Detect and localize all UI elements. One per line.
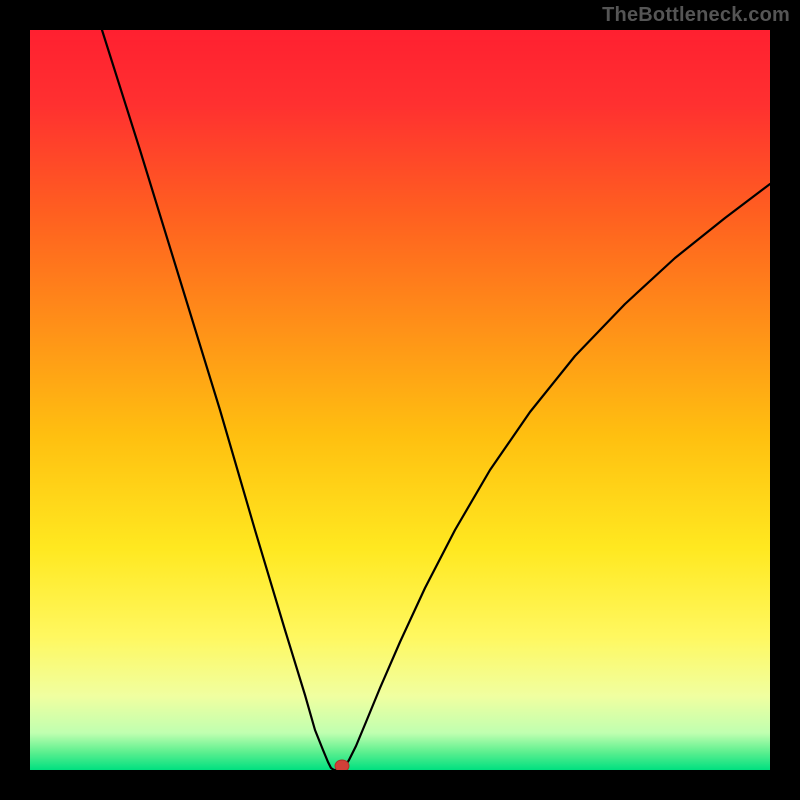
plot-svg (30, 30, 770, 770)
gradient-background (30, 30, 770, 770)
chart-frame: TheBottleneck.com (0, 0, 800, 800)
optimum-marker (335, 760, 349, 770)
watermark-text: TheBottleneck.com (602, 4, 790, 27)
plot-area (30, 30, 770, 770)
